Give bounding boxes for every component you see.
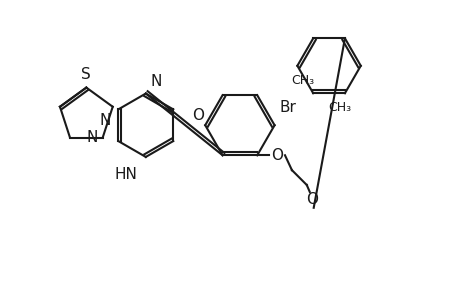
Text: CH₃: CH₃ [290,74,313,87]
Text: N: N [150,74,161,88]
Text: N: N [86,130,97,145]
Text: Br: Br [279,100,296,115]
Text: O: O [270,148,282,163]
Text: O: O [192,108,204,123]
Text: S: S [81,67,91,82]
Text: O: O [305,192,317,207]
Text: N: N [100,113,111,128]
Text: CH₃: CH₃ [328,101,351,114]
Text: HN: HN [114,167,137,182]
